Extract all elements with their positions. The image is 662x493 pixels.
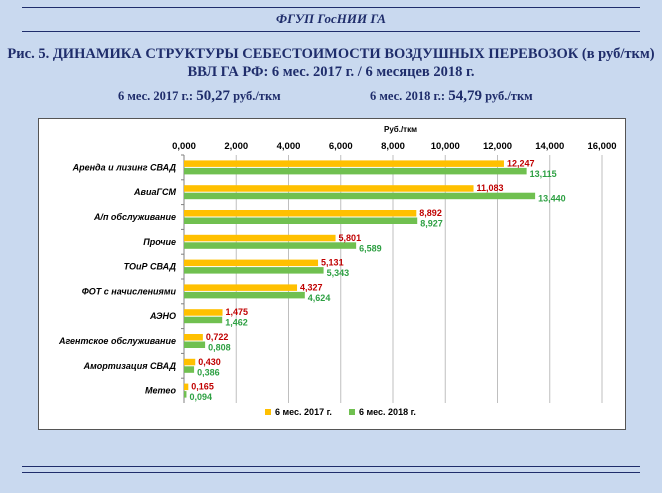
bar-2017	[184, 210, 417, 217]
data-label-2018: 13,115	[530, 169, 557, 179]
organization-name: ФГУП ГосНИИ ГА	[276, 11, 386, 26]
data-label-2017: 12,247	[507, 158, 535, 168]
data-label-2017: 1,475	[226, 307, 249, 317]
figure-title-line-1: Рис. 5. ДИНАМИКА СТРУКТУРЫ СЕБЕСТОИМОСТИ…	[7, 46, 655, 62]
data-label-2018: 0,386	[197, 367, 220, 377]
x-tick-label: 0,000	[172, 141, 196, 152]
data-label-2017: 0,722	[206, 332, 229, 342]
bar-2017	[184, 358, 196, 366]
data-label-2018: 0,808	[208, 343, 231, 353]
legend-label-2018: 6 мес. 2018 г.	[359, 407, 416, 417]
stat-2018-label: 6 мес. 2018 г.:	[370, 89, 446, 103]
header-rule	[22, 31, 640, 32]
data-label-2018: 8,927	[420, 219, 443, 229]
legend-swatch-2018	[349, 409, 355, 415]
category-label: Метео	[145, 386, 177, 396]
x-tick-label: 10,000	[431, 141, 460, 152]
category-label: Прочие	[143, 237, 176, 247]
bar-2017	[184, 234, 336, 242]
bar-2018	[184, 391, 187, 398]
bar-chart: Руб./ткм 0,000 2,000 4,000 6,000 8,000 10,000 1…	[58, 125, 617, 417]
footer-rule-2	[22, 472, 640, 473]
category-label: АЭНО	[149, 311, 176, 321]
x-tick-label: 2,000	[224, 141, 248, 152]
category-label: АвиаГСМ	[133, 187, 176, 197]
data-label-2018: 5,343	[327, 268, 350, 278]
bar-2018	[184, 366, 195, 373]
x-axis-unit-label: Руб./ткм	[384, 125, 417, 134]
bar-2018	[184, 242, 357, 249]
stat-2017-unit: руб./ткм	[233, 89, 281, 103]
bar-2018	[184, 341, 206, 348]
bar-2017	[184, 334, 203, 341]
bar-2018	[184, 316, 223, 324]
data-label-2017: 8,892	[419, 208, 442, 218]
x-tick-label: 14,000	[535, 141, 564, 152]
stat-2017: 6 мес. 2017 г.: 50,27 руб./ткм	[118, 88, 281, 105]
bar-2018	[184, 217, 418, 224]
data-label-2017: 5,801	[339, 233, 362, 243]
x-tick-label: 4,000	[277, 141, 301, 152]
data-label-2018: 4,624	[308, 293, 331, 303]
bar-2017	[184, 309, 223, 316]
data-label-2017: 11,083	[477, 183, 504, 193]
stat-2017-value: 50,27	[196, 88, 230, 104]
x-tick-label: 12,000	[483, 141, 512, 152]
category-label: ФОТ с начислениями	[82, 286, 177, 296]
data-label-2017: 0,430	[198, 357, 221, 367]
legend-label-2017: 6 мес. 2017 г.	[275, 407, 332, 417]
figure-title-line-2: ВВЛ ГА РФ: 6 мес. 2017 г. / 6 месяцев 20…	[187, 64, 475, 80]
data-label-2017: 0,165	[191, 382, 214, 392]
footer-rule-1	[22, 466, 640, 467]
bar-2017	[184, 383, 189, 391]
data-label-2018: 1,462	[225, 318, 248, 328]
category-label: Амортизация СВАД	[83, 361, 177, 371]
bar-2017	[184, 185, 474, 192]
chart-panel: Руб./ткм 0,000 2,000 4,000 6,000 8,000 10,000 1…	[38, 118, 626, 430]
stat-2018: 6 мес. 2018 г.: 54,79 руб./ткм	[370, 88, 533, 105]
bar-2018	[184, 267, 324, 274]
stat-2018-unit: руб./ткм	[485, 89, 533, 103]
bar-2018	[184, 291, 305, 299]
top-rule	[22, 7, 640, 8]
data-label-2018: 0,094	[189, 392, 212, 402]
data-label-2017: 5,131	[321, 258, 344, 268]
x-tick-label: 6,000	[329, 141, 353, 152]
bar-2017	[184, 160, 504, 167]
category-label: Аренда и лизинг СВАД	[72, 162, 177, 172]
legend-swatch-2017	[265, 409, 271, 415]
data-label-2018: 13,440	[538, 194, 566, 204]
bar-2018	[184, 167, 527, 175]
x-tick-label: 16,000	[587, 141, 616, 152]
data-label-2018: 6,589	[359, 243, 382, 253]
stat-2017-label: 6 мес. 2017 г.:	[118, 89, 194, 103]
bar-2017	[184, 284, 298, 291]
bar-2017	[184, 259, 319, 267]
x-tick-label: 8,000	[381, 141, 405, 152]
bar-2018	[184, 192, 536, 200]
category-label: ТОиР СВАД	[124, 262, 177, 272]
category-label: А/п обслуживание	[93, 212, 176, 222]
stat-2018-value: 54,79	[448, 88, 482, 104]
data-label-2017: 4,327	[300, 282, 323, 292]
category-label: Агентское обслуживание	[58, 336, 176, 346]
